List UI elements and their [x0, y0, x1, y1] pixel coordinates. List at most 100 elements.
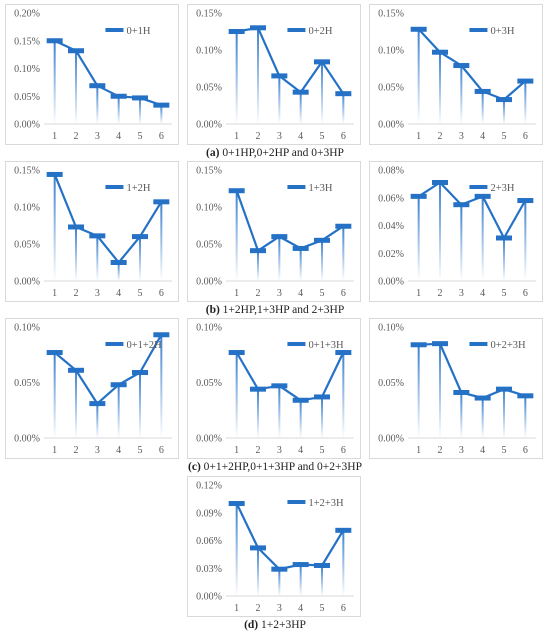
- data-marker: [453, 63, 470, 69]
- data-marker: [46, 350, 63, 356]
- y-tick-label: 0.00%: [378, 434, 404, 445]
- drop-line: [160, 334, 163, 438]
- x-tick-label: 3: [277, 445, 282, 456]
- chart-panel-0-1-3h: 0.00% 0.05% 0.10% 1 2 3 4 5 6 0+1+3H: [187, 318, 361, 459]
- y-tick-label: 0.10%: [14, 323, 40, 334]
- y-tick-label: 0.15%: [196, 9, 222, 20]
- data-marker: [46, 38, 63, 44]
- y-tick-label: 0.02%: [378, 249, 404, 260]
- data-marker: [89, 83, 106, 89]
- y-tick-label: 0.00%: [196, 434, 222, 445]
- data-marker: [292, 397, 309, 403]
- drop-line: [53, 352, 56, 438]
- x-tick-label: 5: [320, 288, 325, 299]
- x-tick-label: 6: [523, 131, 528, 142]
- y-tick-label: 0.00%: [378, 120, 404, 131]
- data-marker: [432, 49, 448, 55]
- x-tick-label: 4: [480, 131, 485, 142]
- drop-line: [75, 370, 77, 438]
- data-marker: [314, 394, 330, 400]
- y-tick-label: 0.05%: [14, 378, 40, 389]
- caption-a: (a) 0+1HP,0+2HP and 0+3HP: [0, 147, 550, 159]
- x-tick-label: 5: [138, 445, 143, 456]
- y-tick-label: 0.09%: [196, 508, 222, 519]
- y-tick-label: 0.10%: [378, 323, 404, 334]
- data-marker: [474, 88, 491, 94]
- drop-line: [257, 389, 259, 438]
- legend-swatch: [287, 185, 306, 189]
- chart-panel-0-1-2h: 0.00% 0.05% 0.10% 1 2 3 4 5 6 0+1+2H: [5, 318, 179, 459]
- caption-label: (d): [244, 619, 259, 631]
- x-tick-label: 5: [502, 131, 507, 142]
- y-tick-label: 0.10%: [196, 203, 222, 214]
- y-tick-label: 0.03%: [196, 564, 222, 575]
- chart-svg: 0.00% 0.05% 0.10% 0.15% 1 2 3 4 5 6 1+3H: [196, 166, 354, 299]
- drop-line: [278, 385, 281, 438]
- drop-line: [417, 29, 420, 125]
- drop-line: [278, 75, 281, 124]
- y-tick-label: 0.15%: [196, 166, 222, 177]
- data-marker: [89, 233, 106, 239]
- drop-line: [299, 564, 302, 596]
- x-tick-label: 3: [277, 131, 282, 142]
- drop-line: [524, 200, 527, 281]
- x-tick-label: 6: [341, 131, 346, 142]
- y-tick-label: 0.05%: [14, 240, 40, 251]
- drop-line: [257, 27, 259, 124]
- y-tick-label: 0.10%: [14, 64, 40, 75]
- x-tick-label: 1: [52, 445, 57, 456]
- legend-label: 0+1+3H: [308, 340, 344, 351]
- drop-line: [278, 236, 281, 281]
- chart-svg: 0.00% 0.05% 0.10% 1 2 3 4 5 6 0+2+3H: [378, 323, 536, 456]
- legend-label: 1+2H: [126, 183, 150, 194]
- drop-line: [321, 240, 323, 281]
- drop-line: [117, 262, 120, 281]
- data-marker: [132, 95, 148, 101]
- drop-line: [96, 85, 99, 124]
- x-tick-label: 3: [459, 288, 464, 299]
- x-tick-label: 4: [116, 288, 121, 299]
- x-tick-label: 2: [256, 603, 261, 614]
- data-marker: [335, 527, 352, 533]
- data-marker: [410, 193, 427, 199]
- data-marker: [292, 245, 309, 251]
- x-tick-label: 2: [74, 288, 79, 299]
- x-tick-label: 1: [234, 131, 239, 142]
- data-marker: [496, 235, 512, 241]
- y-tick-label: 0.04%: [378, 221, 404, 232]
- y-tick-label: 0.00%: [14, 277, 40, 288]
- x-tick-label: 4: [298, 603, 303, 614]
- legend-swatch: [105, 342, 124, 346]
- data-marker: [496, 386, 512, 392]
- drop-line: [235, 352, 238, 438]
- x-tick-label: 4: [116, 445, 121, 456]
- legend-label: 1+3H: [308, 183, 332, 194]
- x-tick-label: 1: [234, 603, 239, 614]
- x-tick-label: 3: [277, 603, 282, 614]
- legend-label: 0+1+2H: [126, 340, 162, 351]
- drop-line: [117, 96, 120, 124]
- caption-b: (b) 1+2HP,1+3HP and 2+3HP: [0, 304, 550, 316]
- x-tick-label: 4: [298, 131, 303, 142]
- data-marker: [110, 93, 127, 99]
- data-marker: [68, 367, 84, 373]
- y-tick-label: 0.00%: [14, 434, 40, 445]
- data-marker: [46, 171, 63, 177]
- data-marker: [517, 78, 534, 84]
- chart-svg: 0.00% 0.05% 0.10% 1 2 3 4 5 6 0+1+3H: [196, 323, 354, 456]
- data-marker: [474, 395, 491, 401]
- drop-line: [439, 343, 441, 438]
- x-tick-label: 6: [341, 603, 346, 614]
- chart-svg: 0.00% 0.02% 0.04% 0.06% 0.08% 1 2 3 4 5 6 2+3H: [378, 166, 536, 299]
- y-tick-label: 0.05%: [14, 92, 40, 103]
- x-tick-label: 5: [320, 445, 325, 456]
- legend-swatch: [469, 185, 488, 189]
- data-marker: [410, 342, 427, 348]
- series-line: [235, 503, 345, 571]
- x-tick-label: 1: [416, 131, 421, 142]
- x-tick-label: 3: [277, 288, 282, 299]
- drop-line: [503, 237, 505, 281]
- legend-label: 0+1H: [126, 26, 150, 37]
- caption-label: (a): [206, 147, 220, 159]
- data-marker: [68, 48, 84, 54]
